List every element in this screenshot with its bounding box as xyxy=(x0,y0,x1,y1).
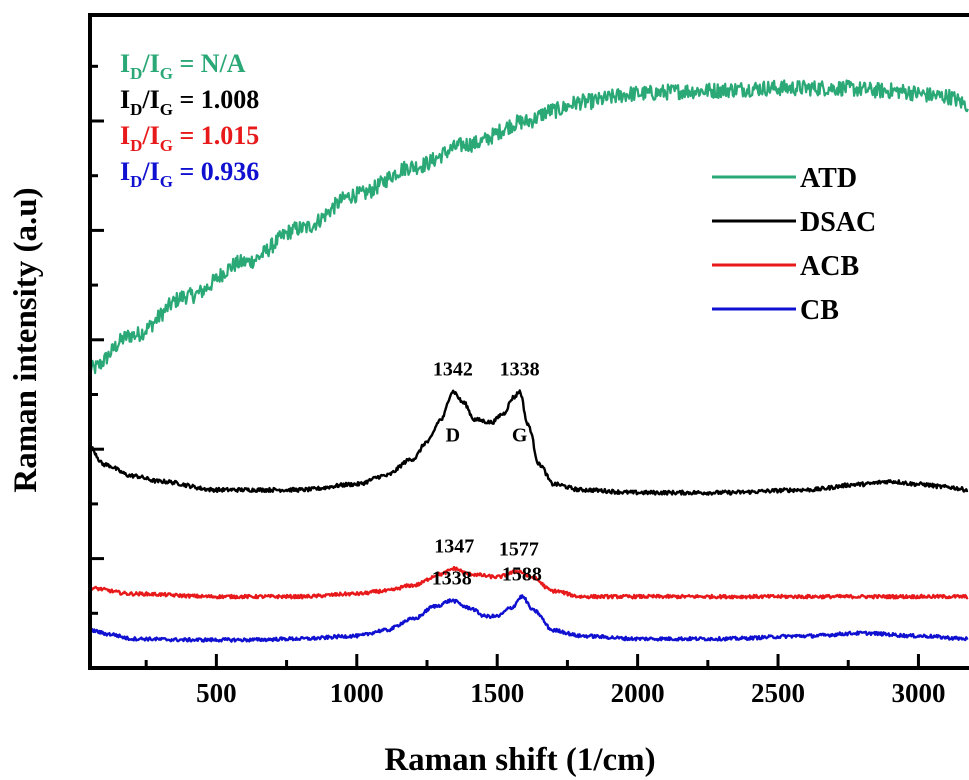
ratio-value: = 1.015 xyxy=(173,121,259,150)
ratio-sub-d: D xyxy=(130,172,142,191)
peak-label-dsac: 1342 xyxy=(433,358,473,380)
ratio-sep: /I xyxy=(141,157,159,186)
ratio-sub-d: D xyxy=(130,136,142,155)
axis-layer: 500 1000 1500 2000 2500 3000 Raman shift (1/cm… xyxy=(8,13,969,778)
legend-label-cb: CB xyxy=(800,295,839,326)
ratio-annotation-dsac: ID/IG = 1.008 xyxy=(120,85,259,119)
band-label: G xyxy=(512,424,528,446)
x-tick-label: 3000 xyxy=(891,678,945,708)
ratio-annotation-acb: ID/IG = 1.015 xyxy=(120,121,259,155)
ratio-sub-d: D xyxy=(130,64,142,83)
ratio-prefix: I xyxy=(120,49,130,78)
band-label: D xyxy=(446,424,460,446)
ratio-value: = 0.936 xyxy=(173,157,259,186)
legend: ATD DSAC ACB CB xyxy=(712,163,876,326)
ratio-sub-g: G xyxy=(160,100,173,119)
legend-label-dsac: DSAC xyxy=(800,207,876,238)
ratio-annotation-atd: ID/IG = N/A xyxy=(120,49,246,83)
y-axis-title: Raman intensity (a.u) xyxy=(8,187,44,492)
peak-label-dsac: 1338 xyxy=(500,358,540,380)
ratio-prefix: I xyxy=(120,157,130,186)
ratio-value: = N/A xyxy=(173,49,246,78)
x-tick-label: 1000 xyxy=(330,678,384,708)
x-tick-label: 2000 xyxy=(611,678,665,708)
ratio-sep: /I xyxy=(141,85,159,114)
series-line-acb xyxy=(89,565,969,600)
ratio-value: = 1.008 xyxy=(173,85,259,114)
x-tick-label: 500 xyxy=(196,678,237,708)
series-layer xyxy=(88,79,969,643)
ratio-sep: /I xyxy=(141,49,159,78)
ratio-sub-g: G xyxy=(160,172,173,191)
x-tick-label: 1500 xyxy=(470,678,524,708)
ratio-sub-g: G xyxy=(160,64,173,83)
legend-label-atd: ATD xyxy=(800,163,857,194)
peak-label-acb: 1347 xyxy=(434,536,474,558)
series-line-atd xyxy=(88,79,969,375)
ratio-prefix: I xyxy=(120,121,130,150)
x-tick-label: 2500 xyxy=(751,678,805,708)
series-line-dsac xyxy=(88,389,969,496)
ratio-sep: /I xyxy=(141,121,159,150)
peak-label-cb: 1588 xyxy=(502,564,542,586)
peak-label-cb: 1338 xyxy=(432,568,472,590)
x-axis-title: Raman shift (1/cm) xyxy=(384,742,655,778)
series-line-cb xyxy=(89,594,969,643)
legend-label-acb: ACB xyxy=(800,251,859,282)
peak-label-acb: 1577 xyxy=(499,538,539,560)
ratio-prefix: I xyxy=(120,85,130,114)
ratio-sub-d: D xyxy=(130,100,142,119)
ratio-sub-g: G xyxy=(160,136,173,155)
ratio-annotation-cb: ID/IG = 0.936 xyxy=(120,157,259,191)
